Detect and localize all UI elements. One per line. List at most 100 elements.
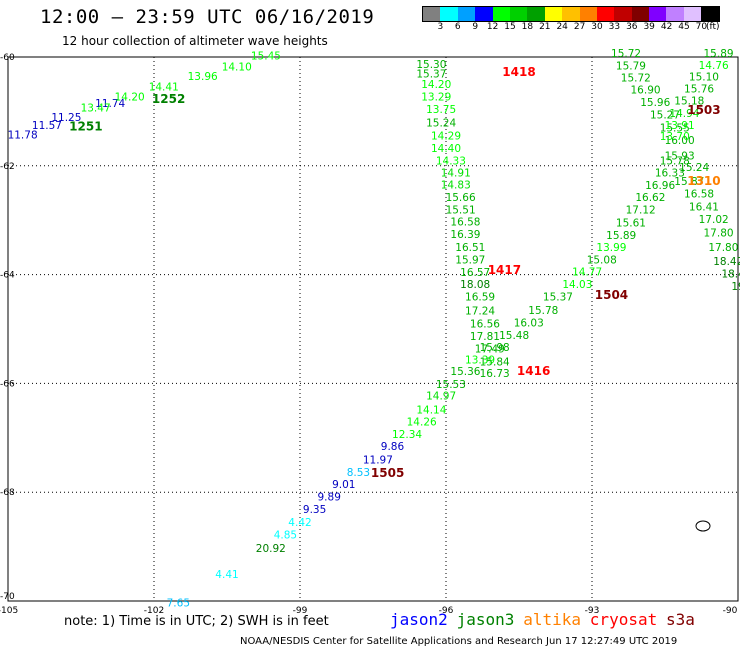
- coastline-island: [695, 520, 711, 532]
- wave-height-value: 9.86: [381, 441, 405, 453]
- pass-time-labels: 1418 1252 1251 1503 1310 1417 1504 1416 1505: [69, 65, 720, 480]
- wave-height-value: 17.80: [704, 228, 734, 240]
- color-swatch: [457, 7, 476, 21]
- wave-height-value: 16.33: [655, 168, 685, 180]
- longitude-tick-label: -93: [585, 606, 600, 616]
- pass-time-label: 1251: [69, 119, 102, 133]
- wave-height-value: 14.10: [222, 62, 252, 74]
- color-swatch: [579, 7, 597, 21]
- wave-height-value: 15.53: [436, 379, 466, 391]
- wave-height-value: 7.65: [167, 597, 190, 609]
- wave-height-value: 15.87: [674, 176, 704, 188]
- color-swatch: [492, 7, 510, 21]
- color-scale-tick: 12: [486, 22, 499, 32]
- color-scale-tick: 45: [678, 22, 690, 32]
- pass-time-label: 1505: [371, 466, 404, 480]
- color-scale-tick: 3: [437, 22, 444, 32]
- color-swatch: [666, 7, 684, 21]
- longitude-tick-label: -102: [144, 606, 164, 616]
- latitude-tick-label: -64: [0, 271, 15, 281]
- latitude-tick-label: -66: [0, 379, 15, 389]
- color-scale-tick: 6: [454, 22, 461, 32]
- latitude-tick-label: -70: [0, 592, 15, 602]
- wave-height-value: 16.00: [665, 135, 695, 147]
- wave-height-value: 15.89: [704, 48, 734, 60]
- wave-height-value: 15.18: [674, 95, 704, 107]
- wave-height-value: 15.89: [606, 230, 636, 242]
- wave-height-value: 15.76: [684, 83, 714, 95]
- wave-height-value: 14.41: [149, 82, 179, 94]
- wave-height-value: 16.58: [684, 188, 714, 200]
- wave-height-value: 16.59: [465, 292, 495, 304]
- wave-height-value: 15.78: [660, 156, 690, 168]
- wave-height-value: 13.47: [81, 102, 111, 114]
- color-scale-tick: 9: [472, 22, 479, 32]
- wave-height-value: 14.14: [416, 404, 446, 416]
- wave-height-value: 16.39: [450, 229, 480, 241]
- color-swatch: [527, 7, 545, 21]
- map-title: 12:00 – 23:59 UTC 06/16/2019: [40, 6, 375, 28]
- wave-height-value: 15.37: [416, 69, 446, 81]
- wave-height-value: 16.90: [631, 84, 661, 96]
- latitude-tick-label: -60: [0, 53, 15, 63]
- wave-height-value: 4.85: [274, 529, 297, 541]
- wave-height-value: 15.48: [499, 330, 529, 342]
- latitude-tick-label: -62: [0, 162, 15, 172]
- wave-height-value: 18.08: [460, 279, 490, 291]
- color-scale-tick: 33: [608, 22, 621, 32]
- legend-item-jason3: jason3: [456, 610, 515, 629]
- wave-height-value: 12.34: [392, 429, 422, 441]
- wave-height-value: 15.08: [587, 255, 617, 267]
- wave-height-value: 15.55: [660, 123, 690, 135]
- wave-height-value: 15.84: [480, 356, 510, 368]
- pass-time-label: 1504: [595, 288, 628, 302]
- wave-height-value: 15.24: [679, 162, 709, 174]
- wave-height-value: 15.45: [251, 51, 281, 63]
- color-swatch: [440, 7, 458, 21]
- wave-height-value: 11.25: [51, 112, 81, 124]
- map-grid: [8, 57, 738, 601]
- wave-height-value: 15.72: [611, 48, 641, 60]
- wave-height-value: 17.80: [708, 242, 738, 254]
- wave-height-value: 15.79: [616, 61, 646, 73]
- legend-item-s3a: s3a: [666, 610, 695, 629]
- color-swatch: [423, 7, 441, 21]
- wave-height-value: 19: [731, 281, 740, 293]
- color-scale-unit: (ft): [706, 22, 720, 32]
- wave-height-value: 4.42: [288, 517, 311, 529]
- credit-line: NOAA/NESDIS Center for Satellite Applica…: [240, 636, 678, 647]
- wave-height-value: 13.91: [665, 120, 695, 132]
- wave-height-value: 11.57: [32, 120, 62, 132]
- wave-height-value: 18.4: [721, 268, 740, 280]
- wave-height-value: 13.70: [660, 131, 690, 143]
- wave-height-value: 14.83: [441, 180, 471, 192]
- wave-height-value: 14.91: [441, 168, 471, 180]
- color-scale-tick: 42: [660, 22, 673, 32]
- color-swatch: [544, 7, 563, 21]
- wave-height-value: 13.75: [426, 104, 456, 116]
- legend-item-cryosat: cryosat: [589, 610, 658, 629]
- pass-time-label: 1503: [687, 103, 720, 117]
- wave-height-value: 16.51: [455, 242, 485, 254]
- color-scale-tick: 27: [573, 22, 586, 32]
- wave-height-value: 13.29: [421, 92, 451, 104]
- wave-height-value: 17.12: [626, 205, 656, 217]
- wave-height-value: 9.35: [303, 504, 326, 516]
- wave-height-value: 14.29: [431, 131, 461, 143]
- wave-height-value: 17.02: [699, 214, 729, 226]
- wave-height-value: 15.96: [640, 97, 670, 109]
- wave-height-value: 9.01: [332, 479, 355, 491]
- wave-height-value: 14.97: [426, 391, 456, 403]
- wave-height-value: 14.40: [431, 143, 461, 155]
- color-swatch: [614, 7, 632, 21]
- wave-height-value: 16.58: [450, 217, 480, 229]
- pass-time-label: 1252: [152, 92, 185, 106]
- wave-height-value: 15.51: [446, 205, 476, 217]
- wave-height-value: 13.39: [465, 354, 495, 366]
- color-scale-tick: 30: [591, 22, 603, 32]
- color-scale-tick: 36: [626, 22, 638, 32]
- wave-height-value: 17.24: [465, 305, 495, 317]
- wave-height-value: 11.74: [95, 98, 125, 110]
- wave-height-value: 14.20: [115, 92, 145, 104]
- color-scale-tick: 18: [521, 22, 534, 32]
